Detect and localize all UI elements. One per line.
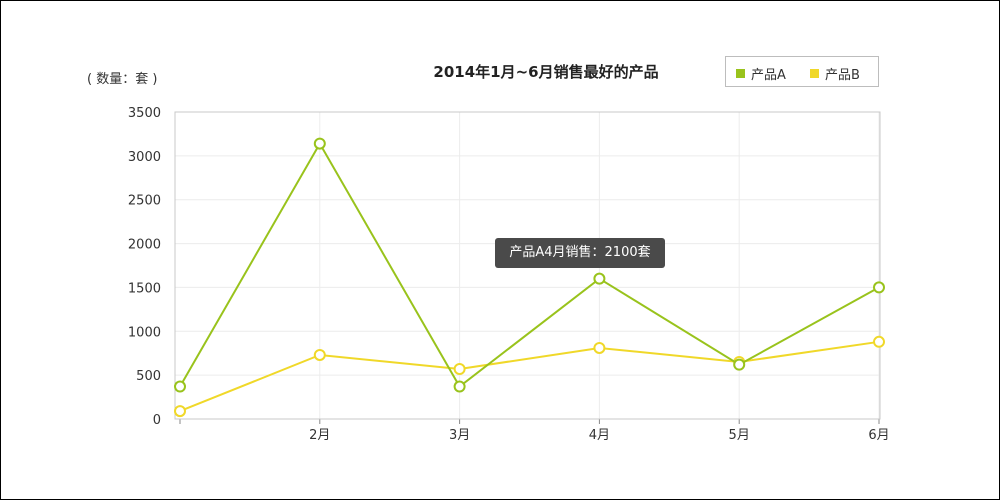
- y-tick-label: 0: [153, 413, 161, 428]
- data-point-b: [313, 348, 326, 361]
- series-line-b: [179, 340, 880, 413]
- legend-item-b[interactable]: 产品B: [810, 64, 860, 83]
- x-tick-label: 4月: [589, 428, 610, 443]
- data-point-a: [593, 272, 606, 285]
- plot-area-border: [174, 111, 881, 420]
- data-point-b: [593, 341, 606, 354]
- data-point-a: [733, 358, 746, 371]
- data-point-a: [174, 380, 186, 393]
- x-tick-label: 5月: [729, 428, 750, 443]
- data-point-b: [873, 335, 885, 348]
- data-tooltip: 产品A4月销售：2100套: [495, 238, 665, 268]
- x-tick-label: 6月: [868, 428, 889, 443]
- x-tick-label: 2月: [309, 428, 330, 443]
- series-line-a: [179, 141, 880, 389]
- legend-label-b: 产品B: [825, 68, 860, 83]
- y-tick-label: 1000: [128, 325, 161, 340]
- y-tick-label: 3000: [128, 150, 161, 165]
- legend-swatch-b: [810, 69, 819, 78]
- data-point-a: [313, 137, 326, 150]
- y-tick-label: 500: [136, 369, 161, 384]
- x-tick-label: 3月: [449, 428, 470, 443]
- legend-label-a: 产品A: [751, 68, 786, 83]
- data-point-b: [453, 363, 466, 376]
- legend: 产品A 产品B: [725, 56, 879, 87]
- y-tick-label: 2000: [128, 238, 161, 253]
- y-unit-label: ( 数量：套 ): [87, 72, 158, 87]
- data-point-a: [453, 380, 466, 393]
- legend-swatch-a: [736, 69, 745, 78]
- y-tick-label: 3500: [128, 106, 161, 121]
- legend-item-a[interactable]: 产品A: [736, 64, 786, 83]
- data-point-a: [873, 281, 885, 294]
- data-point-b: [174, 405, 186, 418]
- y-tick-label: 1500: [128, 281, 161, 296]
- chart-title: 2014年1月~6月销售最好的产品: [433, 63, 659, 81]
- y-tick-label: 2500: [128, 194, 161, 209]
